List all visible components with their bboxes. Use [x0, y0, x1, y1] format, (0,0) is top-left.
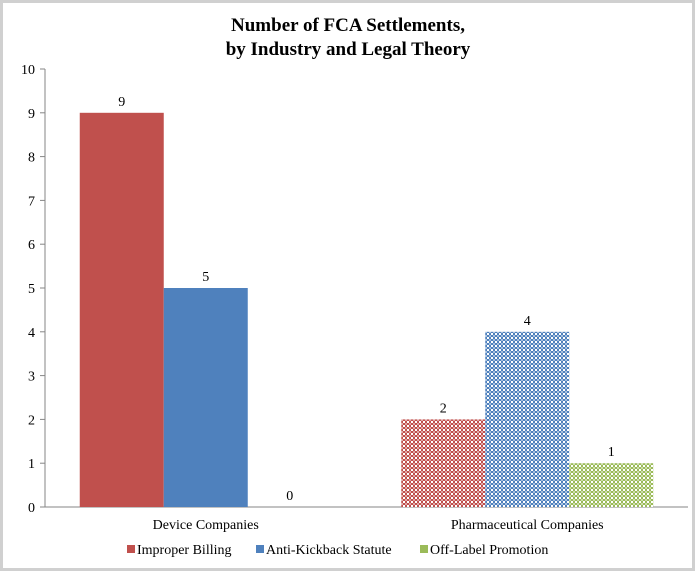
x-tick-label: Pharmaceutical Companies: [451, 518, 604, 533]
y-tick-label: 1: [28, 457, 35, 472]
y-tick-label: 0: [28, 501, 35, 516]
bar-improper-billing-1: [401, 419, 486, 507]
data-label: 1: [608, 445, 615, 460]
legend-swatch: [420, 545, 428, 553]
legend-label: Improper Billing: [137, 543, 232, 558]
y-tick-label: 6: [28, 238, 35, 253]
legend-label: Anti-Kickback Statute: [266, 543, 392, 558]
chart-title-line-1: Number of FCA Settlements,: [231, 15, 465, 36]
data-label: 4: [524, 314, 531, 329]
bar-anti-kickback-statute-0: [163, 288, 248, 507]
x-tick-label: Device Companies: [153, 518, 259, 533]
data-label: 5: [202, 270, 209, 285]
y-tick-label: 5: [28, 282, 35, 297]
bar-chart: Number of FCA Settlements, by Industry a…: [21, 15, 688, 558]
bar-anti-kickback-statute-1: [485, 331, 570, 507]
bar-improper-billing-0: [79, 112, 164, 508]
data-label: 2: [440, 401, 447, 416]
legend-label: Off-Label Promotion: [430, 543, 548, 558]
data-label: 0: [286, 489, 293, 504]
chart-title-line-2: by Industry and Legal Theory: [226, 39, 471, 60]
y-tick-label: 7: [28, 194, 35, 209]
data-label: 9: [118, 95, 125, 110]
y-tick-label: 3: [28, 370, 35, 385]
legend-swatch: [256, 545, 264, 553]
y-tick-label: 2: [28, 413, 35, 428]
y-tick-label: 8: [28, 151, 35, 166]
legend-swatch: [127, 545, 135, 553]
bar-off-label-promotion-1: [569, 463, 654, 507]
y-tick-label: 4: [28, 326, 35, 341]
y-tick-label: 10: [21, 63, 35, 78]
y-tick-label: 9: [28, 107, 35, 122]
